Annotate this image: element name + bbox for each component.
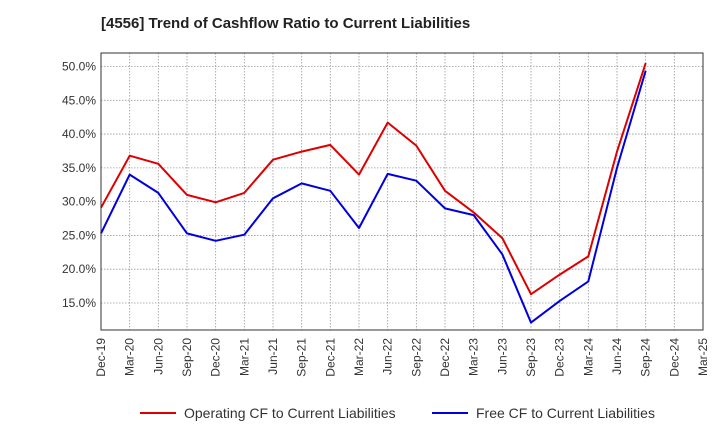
- y-tick-label: 45.0%: [62, 93, 96, 107]
- x-tick-label: Mar-22: [352, 338, 366, 376]
- x-tick-label: Jun-22: [381, 338, 395, 375]
- grid-layer: [100, 53, 704, 330]
- x-tick-label: Dec-22: [438, 338, 452, 377]
- legend-label-operating: Operating CF to Current Liabilities: [184, 405, 396, 421]
- x-tick-label: Dec-19: [94, 338, 108, 377]
- x-tick-label: Jun-24: [610, 338, 624, 375]
- x-tick-label: Sep-21: [295, 338, 309, 377]
- chart-title: [4556] Trend of Cashflow Ratio to Curren…: [101, 15, 471, 32]
- plot-frame: [100, 52, 704, 331]
- legend-item-free: Free CF to Current Liabilities: [432, 405, 655, 421]
- x-tick-label: Sep-24: [639, 338, 653, 377]
- x-tick-label: Mar-24: [581, 338, 595, 376]
- series-layer: [100, 62, 647, 324]
- x-tick-label: Mar-23: [467, 338, 481, 376]
- x-tick-label: Dec-24: [667, 338, 681, 377]
- x-tick-label: Dec-23: [553, 338, 567, 377]
- y-tick-label: 50.0%: [62, 60, 96, 74]
- x-tick-label: Jun-20: [151, 338, 165, 375]
- x-tick-label: Dec-20: [209, 338, 223, 377]
- legend-item-operating: Operating CF to Current Liabilities: [140, 405, 396, 421]
- x-tick-label: Mar-21: [237, 338, 251, 376]
- legend-swatch-operating: [140, 412, 176, 414]
- x-tick-label: Dec-21: [323, 338, 337, 377]
- series-line-free-cf: [100, 70, 647, 324]
- x-tick-label: Jun-21: [266, 338, 280, 375]
- x-tick-label: Sep-20: [180, 338, 194, 377]
- y-tick-label: 35.0%: [62, 161, 96, 175]
- legend-label-free: Free CF to Current Liabilities: [476, 405, 655, 421]
- series-line-operating-cf: [100, 62, 647, 296]
- legend-swatch-free: [432, 412, 468, 414]
- x-tick-label: Mar-20: [123, 338, 137, 376]
- x-tick-label: Jun-23: [495, 338, 509, 375]
- y-tick-label: 40.0%: [62, 127, 96, 141]
- x-tick-label: Sep-23: [524, 338, 538, 377]
- axis-layer: Dec-19 Mar-20 Jun-20 Sep-20 Dec-20 Mar-21 Jun-…: [62, 52, 710, 377]
- x-tick-label: Mar-25: [696, 338, 710, 376]
- y-tick-label: 15.0%: [62, 296, 96, 310]
- y-tick-label: 25.0%: [62, 228, 96, 242]
- x-tick-label: Sep-22: [409, 338, 423, 377]
- y-tick-label: 20.0%: [62, 262, 96, 276]
- y-tick-label: 30.0%: [62, 195, 96, 209]
